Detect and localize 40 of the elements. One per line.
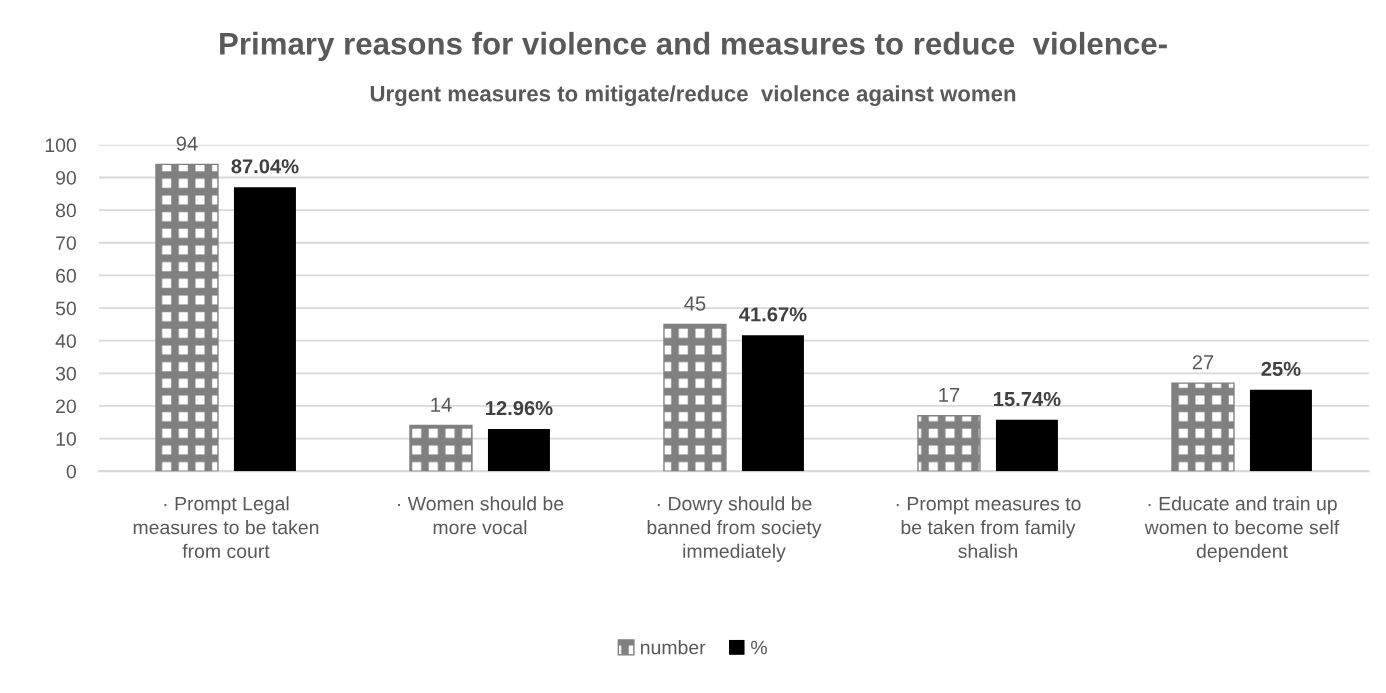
x-tick-label: · Prompt measures to be taken from family shalish	[896, 496, 1081, 559]
y-tick-label: 0	[66, 464, 76, 479]
y-tick-label: 30	[55, 366, 76, 381]
chart-title: Primary reasons for violence and measures to reduce violence-	[220, 31, 1167, 61]
chart-subtitle: Urgent measures to mitigate/reduce violence against women	[370, 85, 1016, 107]
bar	[409, 424, 473, 472]
y-tick-label: 10	[56, 432, 76, 446]
x-tick-label: · Prompt Legal measures to be taken from court	[133, 496, 319, 559]
data-label: 41.67%	[739, 307, 807, 322]
y-tick-label: 80	[55, 203, 76, 218]
bar	[487, 428, 550, 472]
bar	[917, 415, 981, 472]
legend-label: number	[641, 640, 706, 655]
data-label: 45	[684, 296, 706, 311]
y-tick-label: 60	[56, 268, 76, 283]
y-tick-label: 90	[56, 170, 76, 185]
legend-label: %	[751, 640, 767, 655]
data-label: 27	[1192, 355, 1214, 370]
y-tick-label: 100	[45, 138, 76, 153]
data-label: 14	[431, 397, 452, 412]
bar	[663, 323, 727, 472]
y-tick-label: 50	[55, 301, 76, 316]
data-label: 87.04%	[231, 159, 299, 174]
y-tick-label: 70	[56, 236, 76, 250]
data-label: 25%	[1261, 361, 1301, 376]
bar	[155, 163, 219, 472]
data-label: 15.74%	[994, 391, 1061, 407]
x-tick-label: · Educate and train up women to become self dependent	[1144, 496, 1340, 562]
y-tick-label: 20	[56, 399, 76, 414]
bar	[1249, 389, 1312, 472]
bar	[995, 419, 1058, 472]
y-tick-label: 40	[55, 334, 76, 348]
bar	[233, 187, 296, 472]
data-label: 12.96%	[486, 400, 553, 416]
bar	[1171, 382, 1235, 472]
data-label: 17	[939, 388, 960, 402]
x-tick-label: · Women should be more vocal	[398, 496, 564, 535]
data-label: 94	[176, 136, 198, 151]
x-tick-label: · Dowry should be banned from society immediately	[647, 496, 822, 562]
bar	[741, 335, 804, 472]
